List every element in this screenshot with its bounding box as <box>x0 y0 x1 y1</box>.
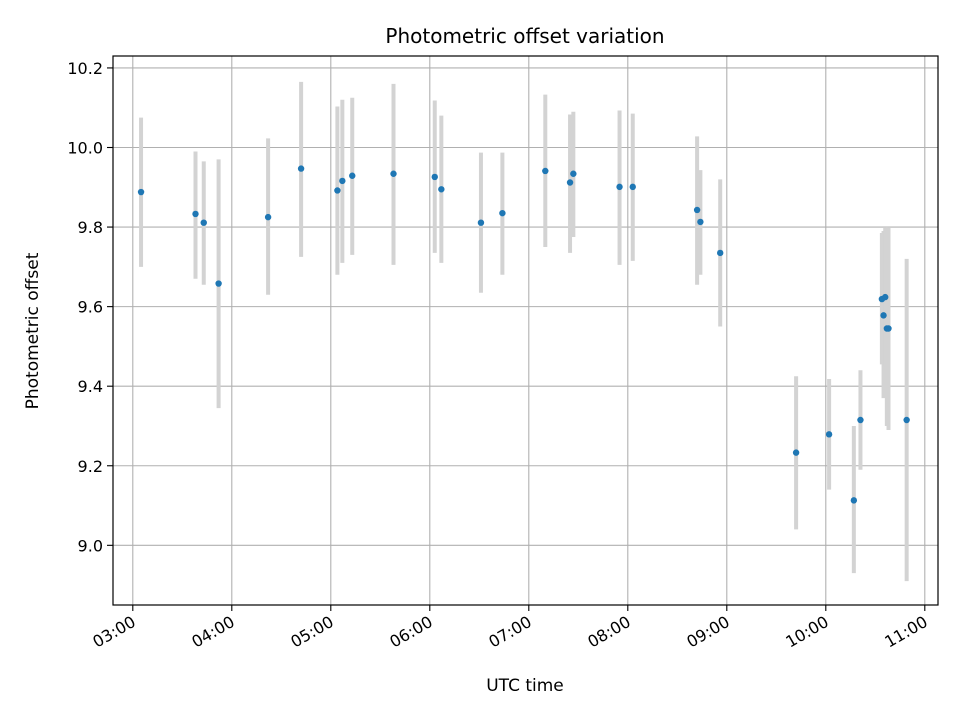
x-tick-label: 03:00 <box>89 612 138 652</box>
data-point <box>629 183 636 191</box>
x-tick-label: 09:00 <box>683 612 732 652</box>
data-point <box>264 213 272 221</box>
y-tick-label: 10.2 <box>67 59 103 78</box>
y-axis-ticks: 9.0 9.2 9.4 9.6 9.8 10.0 10.2 <box>67 59 113 555</box>
data-point <box>200 219 207 226</box>
data-point <box>137 188 145 196</box>
data-point <box>885 325 892 332</box>
x-axis-ticks: 03:00 04:00 05:00 06:00 07:00 08:00 09:00 10:00… <box>89 605 931 652</box>
data-point <box>349 172 356 179</box>
x-tick-label: 05:00 <box>287 612 336 652</box>
error-bars <box>139 81 909 582</box>
data-point <box>499 209 506 217</box>
y-tick-label: 9.0 <box>78 536 103 555</box>
y-tick-label: 9.2 <box>78 457 103 476</box>
data-point <box>215 280 222 287</box>
y-tick-label: 10.0 <box>67 139 103 158</box>
data-point <box>431 173 438 181</box>
data-point <box>850 497 858 504</box>
y-tick-label: 9.4 <box>78 377 103 396</box>
data-point <box>792 449 800 456</box>
x-tick-label: 06:00 <box>386 612 435 652</box>
data-points <box>137 165 910 504</box>
data-point <box>825 431 833 438</box>
data-point <box>542 167 549 175</box>
y-axis-label: Photometric offset <box>23 252 43 409</box>
y-tick-label: 9.6 <box>78 298 103 317</box>
data-point <box>566 179 574 186</box>
y-tick-label: 9.8 <box>78 218 103 237</box>
data-point <box>390 170 397 177</box>
data-point <box>438 186 445 193</box>
data-point <box>616 183 623 191</box>
data-point <box>880 312 887 319</box>
data-point <box>882 293 889 301</box>
data-point <box>717 249 724 257</box>
data-point <box>339 177 346 185</box>
data-point <box>192 210 199 218</box>
data-point <box>297 165 305 172</box>
x-tick-label: 04:00 <box>188 612 237 652</box>
data-point <box>903 416 910 424</box>
grid <box>113 56 938 605</box>
data-point <box>697 218 704 226</box>
x-tick-label: 08:00 <box>584 612 633 652</box>
data-point <box>477 219 485 226</box>
data-point <box>334 187 341 194</box>
x-tick-label: 07:00 <box>485 612 534 652</box>
x-tick-label: 10:00 <box>782 612 831 652</box>
x-axis-label: UTC time <box>486 676 564 696</box>
plot-area-frame <box>112 55 939 606</box>
chart-title: Photometric offset variation <box>385 24 664 48</box>
x-tick-label: 11:00 <box>881 612 930 652</box>
data-point <box>693 206 701 214</box>
data-point <box>857 416 864 424</box>
data-point <box>570 170 577 177</box>
